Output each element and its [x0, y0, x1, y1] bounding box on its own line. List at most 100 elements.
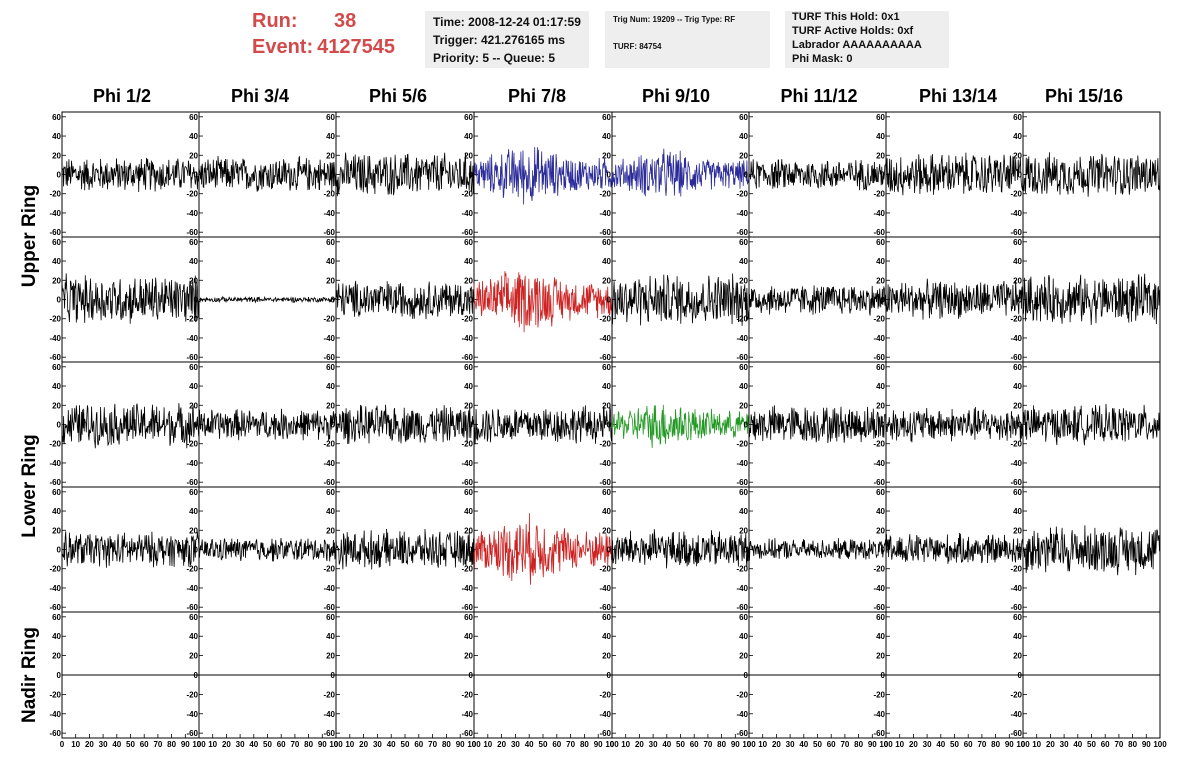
- y-tick-label: -60: [323, 729, 335, 738]
- y-tick-label: 20: [602, 401, 611, 410]
- y-tick-label: 60: [464, 613, 473, 622]
- y-tick-label: -20: [49, 315, 61, 324]
- y-tick-label: -20: [599, 440, 611, 449]
- y-tick-label: 0: [744, 296, 749, 305]
- y-tick-label: -60: [873, 603, 885, 612]
- y-tick-label: -40: [873, 584, 885, 593]
- y-tick-label: 40: [876, 382, 885, 391]
- x-tick-label: 90: [594, 740, 603, 749]
- y-tick-label: 60: [876, 113, 885, 122]
- y-tick-label: -40: [599, 209, 611, 218]
- x-tick-label: 30: [99, 740, 108, 749]
- y-tick-label: -20: [323, 440, 335, 449]
- y-tick-label: 40: [876, 257, 885, 266]
- phi-column-label: Phi 13/14: [918, 86, 998, 106]
- x-tick-label: 80: [167, 740, 176, 749]
- x-tick-label: 10: [1032, 740, 1041, 749]
- y-tick-label: -40: [323, 209, 335, 218]
- x-tick-label: 60: [964, 740, 973, 749]
- y-tick-label: 0: [331, 171, 336, 180]
- x-tick-label: 10: [208, 740, 217, 749]
- y-tick-label: -60: [1010, 478, 1022, 487]
- y-tick-label: 20: [464, 526, 473, 535]
- x-tick-label: 100: [879, 740, 893, 749]
- x-tick-label: 70: [566, 740, 575, 749]
- y-tick-label: 20: [739, 526, 748, 535]
- x-tick-label: 40: [799, 740, 808, 749]
- y-tick-label: 60: [1013, 613, 1022, 622]
- y-tick-label: 40: [602, 132, 611, 141]
- y-tick-label: 0: [469, 671, 474, 680]
- y-tick-label: 20: [189, 401, 198, 410]
- y-tick-label: 60: [326, 238, 335, 247]
- y-tick-label: 40: [189, 382, 198, 391]
- y-tick-label: -20: [461, 440, 473, 449]
- x-tick-label: 70: [428, 740, 437, 749]
- x-tick-label: 80: [442, 740, 451, 749]
- y-tick-label: 60: [876, 363, 885, 372]
- y-tick-label: 60: [739, 363, 748, 372]
- y-tick-label: -60: [599, 228, 611, 237]
- y-tick-label: -20: [49, 190, 61, 199]
- y-tick-label: -20: [736, 440, 748, 449]
- y-tick-label: 40: [876, 132, 885, 141]
- y-tick-label: -20: [599, 315, 611, 324]
- y-tick-label: -40: [1010, 209, 1022, 218]
- y-tick-label: 60: [739, 238, 748, 247]
- x-tick-label: 100: [467, 740, 481, 749]
- y-tick-label: 40: [739, 507, 748, 516]
- x-tick-label: 100: [192, 740, 206, 749]
- turf-text: TURF: 84754: [613, 42, 662, 51]
- y-tick-label: 20: [52, 652, 61, 661]
- y-tick-label: -40: [323, 334, 335, 343]
- y-tick-label: 20: [876, 652, 885, 661]
- x-tick-label: 0: [197, 740, 202, 749]
- x-tick-label: 0: [884, 740, 889, 749]
- y-tick-label: -40: [873, 209, 885, 218]
- x-tick-label: 20: [497, 740, 506, 749]
- waveform-trace: [473, 405, 613, 445]
- waveform-trace: [611, 148, 750, 197]
- x-tick-label: 70: [840, 740, 849, 749]
- x-tick-label: 90: [181, 740, 190, 749]
- y-tick-label: -20: [186, 565, 198, 574]
- x-tick-label: 10: [483, 740, 492, 749]
- waveform-trace: [748, 538, 887, 561]
- y-tick-label: 20: [464, 151, 473, 160]
- y-tick-label: -60: [1010, 603, 1022, 612]
- y-tick-label: 0: [57, 421, 62, 430]
- x-tick-label: 60: [277, 740, 286, 749]
- turf-active-text: TURF Active Holds: 0xf: [792, 25, 914, 37]
- x-tick-label: 80: [304, 740, 313, 749]
- time-text: Time: 2008-12-24 01:17:59: [433, 15, 581, 29]
- x-tick-label: 10: [71, 740, 80, 749]
- x-tick-label: 30: [923, 740, 932, 749]
- event-label: Event:: [252, 36, 314, 58]
- x-tick-label: 40: [1073, 740, 1082, 749]
- y-tick-label: 60: [602, 238, 611, 247]
- y-tick-label: -40: [49, 584, 61, 593]
- y-tick-label: -20: [49, 690, 61, 699]
- y-tick-label: -40: [873, 334, 885, 343]
- y-tick-label: -40: [186, 584, 198, 593]
- x-tick-label: 40: [525, 740, 534, 749]
- y-tick-label: -60: [599, 729, 611, 738]
- y-tick-label: 0: [57, 296, 62, 305]
- phi-column-label: Phi 1/2: [92, 86, 152, 106]
- y-tick-label: 40: [52, 132, 61, 141]
- x-tick-label: 60: [1101, 740, 1110, 749]
- x-tick-label: 0: [747, 740, 752, 749]
- x-tick-label: 20: [909, 740, 918, 749]
- y-tick-label: 40: [739, 382, 748, 391]
- y-tick-label: 40: [602, 507, 611, 516]
- y-tick-label: 20: [464, 401, 473, 410]
- y-tick-label: -60: [873, 353, 885, 362]
- y-tick-label: -60: [49, 478, 61, 487]
- y-tick-label: 60: [1013, 113, 1022, 122]
- y-tick-label: 0: [57, 171, 62, 180]
- y-tick-label: 0: [331, 421, 336, 430]
- waveform-trace: [885, 532, 1024, 564]
- y-tick-label: -40: [186, 209, 198, 218]
- turf-hold-text: TURF This Hold: 0x1: [792, 11, 900, 23]
- y-tick-label: 60: [189, 238, 198, 247]
